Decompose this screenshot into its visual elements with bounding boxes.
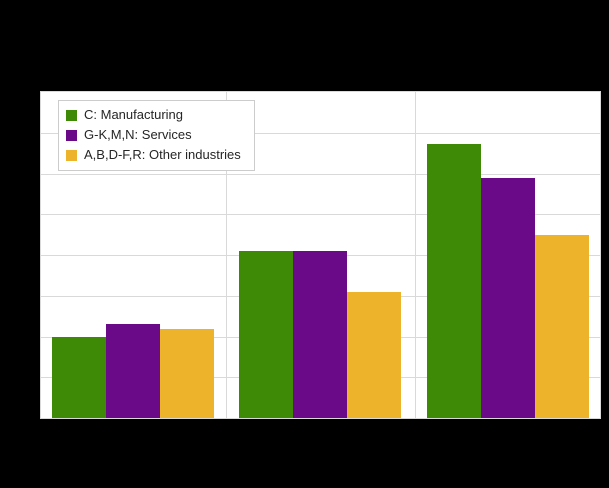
bar-other-industries-group2 — [347, 292, 401, 418]
bar-manufacturing-group1 — [52, 337, 106, 418]
bar-other-industries-group1 — [160, 329, 214, 418]
legend-item-services: G-K,M,N: Services — [66, 125, 247, 145]
vertical-gridline — [226, 92, 227, 418]
vertical-gridline — [415, 92, 416, 418]
legend-swatch-services-icon — [66, 129, 77, 141]
legend-label-services: G-K,M,N: Services — [84, 127, 192, 142]
bar-other-industries-group3 — [535, 235, 589, 418]
bar-services-group1 — [106, 324, 160, 418]
legend: C: Manufacturing G-K,M,N: Services A,B,D… — [58, 100, 255, 171]
horizontal-gridline — [41, 133, 600, 134]
bar-services-group3 — [481, 178, 535, 418]
legend-item-other-industries: A,B,D-F,R: Other industries — [66, 145, 247, 165]
bar-manufacturing-group2 — [239, 251, 293, 418]
legend-swatch-other-industries-icon — [66, 149, 77, 161]
legend-swatch-manufacturing-icon — [66, 109, 77, 121]
legend-label-other-industries: A,B,D-F,R: Other industries — [84, 147, 241, 162]
legend-item-manufacturing: C: Manufacturing — [66, 105, 247, 125]
horizontal-gridline — [41, 214, 600, 215]
bar-manufacturing-group3 — [427, 144, 481, 418]
plot-area: C: Manufacturing G-K,M,N: Services A,B,D… — [40, 91, 601, 419]
bar-services-group2 — [293, 251, 347, 418]
horizontal-gridline — [41, 174, 600, 175]
legend-label-manufacturing: C: Manufacturing — [84, 107, 183, 122]
